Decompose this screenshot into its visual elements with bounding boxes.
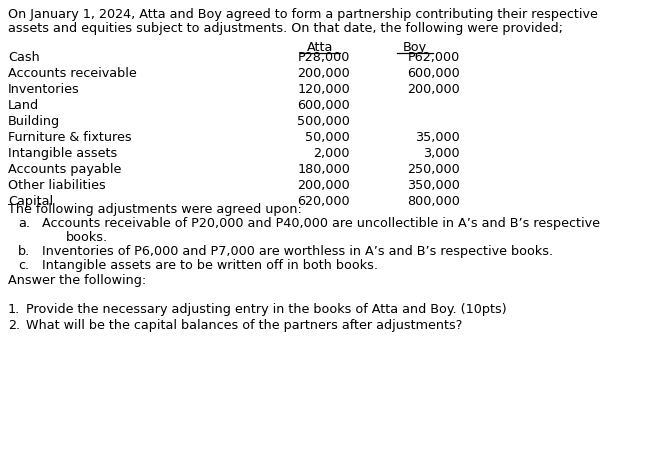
Text: Inventories of P6,000 and P7,000 are worthless in A’s and B’s respective books.: Inventories of P6,000 and P7,000 are wor… [42, 245, 553, 258]
Text: a.: a. [18, 217, 30, 230]
Text: 500,000: 500,000 [297, 115, 350, 128]
Text: 600,000: 600,000 [407, 67, 460, 80]
Text: 250,000: 250,000 [407, 163, 460, 176]
Text: c.: c. [18, 259, 29, 272]
Text: Provide the necessary adjusting entry in the books of Atta and Boy. (10pts): Provide the necessary adjusting entry in… [26, 303, 507, 316]
Text: assets and equities subject to adjustments. On that date, the following were pro: assets and equities subject to adjustmen… [8, 22, 563, 35]
Text: 350,000: 350,000 [407, 179, 460, 192]
Text: 200,000: 200,000 [297, 179, 350, 192]
Text: 35,000: 35,000 [415, 131, 460, 144]
Text: P62,000: P62,000 [408, 51, 460, 64]
Text: 3,000: 3,000 [423, 147, 460, 160]
Text: Land: Land [8, 99, 39, 112]
Text: Capital: Capital [8, 195, 53, 208]
Text: 200,000: 200,000 [407, 83, 460, 96]
Text: 200,000: 200,000 [297, 67, 350, 80]
Text: Accounts receivable of P20,000 and P40,000 are uncollectible in A’s and B’s resp: Accounts receivable of P20,000 and P40,0… [42, 217, 600, 230]
Text: 620,000: 620,000 [297, 195, 350, 208]
Text: On January 1, 2024, Atta and Boy agreed to form a partnership contributing their: On January 1, 2024, Atta and Boy agreed … [8, 8, 598, 21]
Text: 800,000: 800,000 [407, 195, 460, 208]
Text: Inventories: Inventories [8, 83, 80, 96]
Text: Intangible assets: Intangible assets [8, 147, 117, 160]
Text: 2.: 2. [8, 319, 20, 332]
Text: Accounts receivable: Accounts receivable [8, 67, 137, 80]
Text: Intangible assets are to be written off in both books.: Intangible assets are to be written off … [42, 259, 378, 272]
Text: 1.: 1. [8, 303, 20, 316]
Text: 120,000: 120,000 [297, 83, 350, 96]
Text: 50,000: 50,000 [305, 131, 350, 144]
Text: Boy: Boy [403, 41, 427, 54]
Text: 600,000: 600,000 [297, 99, 350, 112]
Text: Building: Building [8, 115, 60, 128]
Text: Cash: Cash [8, 51, 40, 64]
Text: books.: books. [66, 231, 108, 244]
Text: Atta: Atta [307, 41, 333, 54]
Text: Other liabilities: Other liabilities [8, 179, 106, 192]
Text: 2,000: 2,000 [314, 147, 350, 160]
Text: 180,000: 180,000 [297, 163, 350, 176]
Text: What will be the capital balances of the partners after adjustments?: What will be the capital balances of the… [26, 319, 463, 332]
Text: Accounts payable: Accounts payable [8, 163, 121, 176]
Text: Furniture & fixtures: Furniture & fixtures [8, 131, 132, 144]
Text: The following adjustments were agreed upon:: The following adjustments were agreed up… [8, 203, 302, 216]
Text: Answer the following:: Answer the following: [8, 274, 146, 287]
Text: P28,000: P28,000 [297, 51, 350, 64]
Text: b.: b. [18, 245, 30, 258]
